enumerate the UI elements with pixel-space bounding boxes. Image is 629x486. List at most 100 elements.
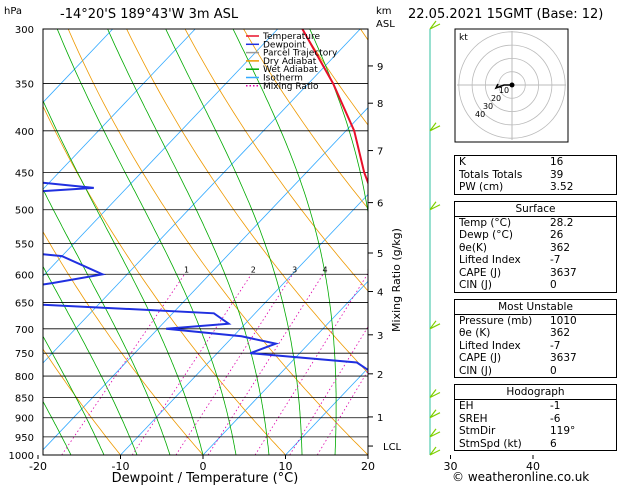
hpa-label: hPa <box>4 6 22 17</box>
temperature-tick-label: 20 <box>361 460 375 473</box>
km-tick-label: 5 <box>377 249 383 260</box>
pressure-tick-label: 400 <box>15 127 34 138</box>
row-value: 362 <box>550 241 571 254</box>
row-label: CAPE (J) <box>459 352 502 364</box>
table-row: Lifted Index -7 <box>455 340 616 353</box>
pressure-tick-label: 550 <box>15 239 34 250</box>
mixing-ratio-line <box>254 274 368 455</box>
pressure-tick-label: 900 <box>15 414 34 425</box>
km-tick-label: 4 <box>377 288 383 299</box>
table-row: Dewp (°C) 26 <box>455 229 616 242</box>
table-row: PW (cm) 3.52 <box>455 181 616 194</box>
table-row: K 16 <box>455 156 616 169</box>
pressure-tick-label: 1000 <box>9 451 34 462</box>
indices-panel: K 16 Totals Totals 39 PW (cm) 3.52 Surface Te… <box>454 155 617 457</box>
row-value: -6 <box>550 412 561 425</box>
hodograph-center <box>509 82 515 88</box>
mixing-ratio-label: 4 <box>323 265 328 274</box>
isotherm-line <box>43 29 113 103</box>
row-value: 28.2 <box>550 216 574 229</box>
mixing-ratio-line <box>131 274 252 455</box>
isotherm-line <box>616 29 629 455</box>
table-row: θe(K) 362 <box>455 242 616 255</box>
legend-entry: Dry Adiabat <box>263 57 317 67</box>
isotherm-line <box>120 193 368 455</box>
hodograph-ring-label: 40 <box>475 110 485 119</box>
row-value: 0 <box>550 364 557 377</box>
mixing-ratio-label: 3 <box>292 265 297 274</box>
isotherm-line <box>285 367 368 455</box>
mixing-ratio-line <box>175 274 293 455</box>
km-tick-label: 2 <box>377 370 383 381</box>
isotherm-line <box>202 280 368 455</box>
km-tick-label: 7 <box>377 147 383 158</box>
row-value: -7 <box>550 254 561 266</box>
row-label: Lifted Index <box>459 339 521 352</box>
row-label: Lifted Index <box>459 254 521 266</box>
row-label: CAPE (J) <box>459 266 502 279</box>
row-value: 0 <box>550 279 557 291</box>
dry-adiabat-line <box>43 348 121 455</box>
table-row: StmDir 119° <box>455 425 616 438</box>
plot-frame <box>42 28 369 456</box>
hodograph-title: Hodograph <box>455 385 616 400</box>
km-tick-label: 6 <box>377 199 383 210</box>
wind-barb <box>429 20 441 30</box>
row-value: 26 <box>550 229 564 241</box>
row-label: θe(K) <box>459 241 487 254</box>
legend-entry: Temperature <box>262 32 320 42</box>
row-label: θe (K) <box>459 327 491 339</box>
row-label: Totals Totals <box>459 168 523 181</box>
wind-barb <box>429 201 441 211</box>
temperature-tick-label: -20 <box>29 460 47 473</box>
datetime-label: 22.05.2021 15GMT (Base: 12) <box>408 7 604 22</box>
row-value: 39 <box>550 168 564 181</box>
mixing-ratio-label: 6 <box>367 265 372 274</box>
mixing-ratio-label: 10 <box>423 265 433 274</box>
pressure-tick-label: 500 <box>15 206 34 217</box>
pressure-tick-label: 650 <box>15 299 34 310</box>
table-row: CIN (J) 0 <box>455 279 616 292</box>
pressure-tick-label: 700 <box>15 325 34 336</box>
row-label: SREH <box>459 412 488 425</box>
table-row: StmSpd (kt) 6 <box>455 438 616 451</box>
km-tick-label: LCL <box>383 442 402 453</box>
km-tick-label: 3 <box>377 331 383 342</box>
row-value: 3.52 <box>550 181 574 193</box>
mixing-ratio-line <box>61 274 185 455</box>
most-unstable-table: Most Unstable Pressure (mb) 1010 θe (K) 362… <box>454 298 617 378</box>
row-value: 3637 <box>550 266 577 279</box>
table-row: CIN (J) 0 <box>455 365 616 378</box>
temperature-tick-label: 40 <box>526 460 540 473</box>
row-value: 362 <box>550 327 571 339</box>
wind-barb <box>429 122 441 132</box>
wet-adiabat-line <box>56 29 237 455</box>
row-label: StmDir <box>459 425 496 437</box>
row-value: 1010 <box>550 314 577 327</box>
km-tick-label: 1 <box>377 413 383 424</box>
hodograph-units: kt <box>459 33 468 43</box>
wind-barb <box>429 389 441 399</box>
isotherm-line <box>43 29 196 190</box>
legend-entry: Isotherm <box>263 74 303 84</box>
pressure-tick-label: 350 <box>15 80 34 91</box>
table-row: CAPE (J) 3637 <box>455 267 616 280</box>
legend-entry: Parcel Trajectory <box>263 49 338 59</box>
wind-barb <box>429 409 441 419</box>
table-row: Pressure (mb) 1010 <box>455 315 616 328</box>
temperature-tick-label: -10 <box>112 460 130 473</box>
mixing-ratio-label: 1 <box>184 265 189 274</box>
mixing-ratio-label: 2 <box>251 265 256 274</box>
indices-table: K 16 Totals Totals 39 PW (cm) 3.52 <box>454 155 617 195</box>
wet-adiabat-line <box>165 29 303 455</box>
wet-adiabat-line <box>232 29 337 455</box>
row-value: 119° <box>550 425 576 437</box>
isotherm-line <box>43 29 278 277</box>
hodograph-ring-label: 30 <box>483 102 493 111</box>
table-row: θe (K) 362 <box>455 327 616 340</box>
temperature-tick-label: 10 <box>279 460 293 473</box>
copyright-footer: © weatheronline.co.uk <box>452 470 590 484</box>
row-value: 16 <box>550 156 564 168</box>
